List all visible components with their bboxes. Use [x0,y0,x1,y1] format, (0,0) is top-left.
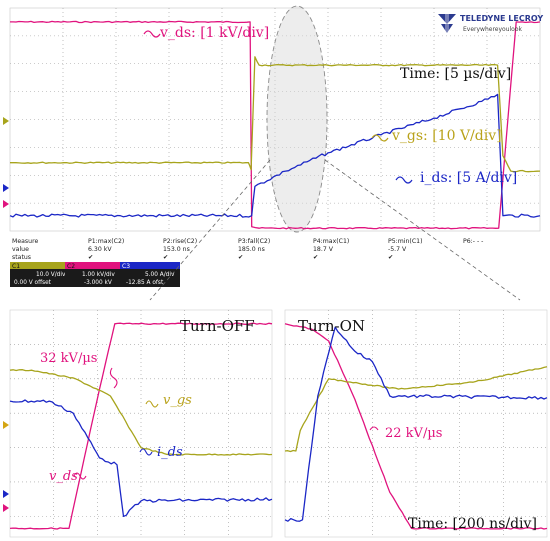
vds-marker-off [3,504,9,512]
ids-marker-off [3,490,9,498]
measure-row-label: Measure [12,238,38,245]
trace-vgs-overview [9,56,541,173]
measure-col-name: P6:- - - [463,238,483,245]
measure-col-value: 6.30 kV [88,246,112,253]
slew-off-squiggle [109,367,118,389]
channel-box-c1: C1 10.0 V/div 0.00 V offset [10,262,66,287]
svg-text:0.00 V offset: 0.00 V offset [14,280,52,286]
svg-text:10.0 V/div: 10.0 V/div [36,272,66,278]
trace-ids-overview [9,93,541,218]
vgs-label-off: v_gs [163,393,192,408]
measure-col-value: 185.0 ns [238,246,265,253]
trace-vds-turn-on-zoom [284,323,548,530]
vgs-marker-off [3,421,9,429]
svg-text:-12.85 A ofst: -12.85 A ofst [126,280,164,286]
vds-off-squiggle [73,472,87,480]
measure-col-name: P5:min(C1) [388,238,423,245]
measure-col-name: P1:max(C2) [88,238,124,245]
turn-off-panel: Turn-OFF 32 kV/µs v_gs i_ds v_ds [3,309,273,538]
vds-scale-label: v_ds: [1 kV/div] [159,25,269,41]
turn-on-traces [284,323,548,530]
measure-col-name: P4:max(C1) [313,238,349,245]
status-row-label: status [12,254,31,261]
slew-on-squiggle [369,426,379,431]
trace-vds-overview [10,20,541,230]
trace-vgs-turn-on-zoom [284,366,548,453]
vgs-scale-label: v_gs: [10 V/div] [391,128,502,144]
svg-text:C3: C3 [122,263,130,270]
zoom-projection-right [324,159,521,301]
svg-text:5.00 A/div: 5.00 A/div [145,272,175,278]
trace-ids-turn-off-zoom [9,399,273,518]
teledyne-lecroy-logo: TELEDYNE LECROY Everywhereyoulook [438,12,543,34]
zoom-projection-left [149,159,271,301]
svg-text:-3.000 kV: -3.000 kV [84,280,112,286]
trace-vds-turn-off-zoom [9,322,273,530]
vds-label-off: v_ds [49,469,78,484]
measure-col-status: ✔ [388,254,393,261]
overview-grid [10,8,540,231]
time-scale-bottom: Time: [200 ns/div] [408,516,537,532]
zoom-region-ellipse [266,5,328,233]
ids-off-squiggle [139,448,153,456]
measure-col-value: 18.7 V [313,246,334,253]
slew-on-label: 22 kV/µs [385,426,442,441]
measure-table: Measure value status P1:max(C2)6.30 kV✔P… [0,233,550,293]
value-row-label: value [12,246,29,253]
turn-off-traces [9,322,273,530]
overview-panel: TELEDYNE LECROY Everywhereyoulook v_ds: … [3,5,543,233]
measure-col-status: ✔ [238,254,243,261]
logo-tagline: Everywhereyoulook [463,26,523,33]
vds-label-squiggle [143,30,161,38]
ids-channel-marker [3,184,9,192]
measure-col-value: 153.0 ns [163,246,190,253]
turn-on-panel: Turn-ON 22 kV/µs Time: [200 ns/div] [284,309,548,538]
ids-scale-label: i_ds: [5 A/div] [420,170,517,186]
slew-off-label: 32 kV/µs [40,351,97,366]
trace-vgs-turn-off-zoom [9,369,273,456]
vgs-label-squiggle [371,134,389,142]
turn-off-title: Turn-OFF [180,317,255,335]
time-scale-top: Time: [5 µs/div] [400,66,511,82]
vgs-channel-marker [3,117,9,125]
svg-text:C2: C2 [67,263,75,270]
measure-col-status: ✔ [163,254,168,261]
measure-col-status: ✔ [88,254,93,261]
turn-on-title: Turn-ON [298,317,365,335]
vgs-off-squiggle [145,400,159,408]
ids-label-squiggle [395,176,413,184]
svg-text:1.00 kV/div: 1.00 kV/div [82,272,115,278]
trace-ids-turn-on-zoom [284,326,548,522]
measure-col-status: ✔ [313,254,318,261]
vds-channel-marker [3,200,9,208]
measure-columns: P1:max(C2)6.30 kV✔P2:rise(C2)153.0 ns✔P3… [88,238,483,261]
measure-col-name: P2:rise(C2) [163,238,197,245]
channel-box-c2: C2 1.00 kV/div -3.000 kV [65,262,120,287]
ids-label-off: i_ds [157,445,183,460]
measure-col-value: -5.7 V [388,246,407,253]
svg-text:C1: C1 [12,263,20,270]
overview-traces [9,20,541,230]
channel-box-c3: C3 5.00 A/div -12.85 A ofst [120,262,180,287]
logo-icon [438,12,456,34]
measure-col-name: P3:fall(C2) [238,238,270,245]
logo-text: TELEDYNE LECROY [460,14,543,23]
